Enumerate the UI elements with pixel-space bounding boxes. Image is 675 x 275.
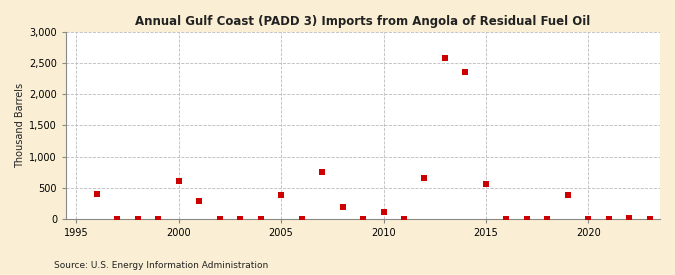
Point <box>112 217 123 221</box>
Point <box>153 217 163 221</box>
Point <box>624 216 634 221</box>
Point <box>583 217 594 221</box>
Point <box>603 217 614 221</box>
Point <box>562 192 573 197</box>
Point <box>501 217 512 221</box>
Point <box>91 192 102 196</box>
Point <box>173 178 184 183</box>
Point <box>214 217 225 221</box>
Point <box>645 217 655 221</box>
Text: Source: U.S. Energy Information Administration: Source: U.S. Energy Information Administ… <box>54 260 268 270</box>
Point <box>542 217 553 221</box>
Point <box>235 217 246 221</box>
Point <box>358 217 369 221</box>
Point <box>255 217 266 221</box>
Point <box>460 70 471 74</box>
Point <box>337 205 348 209</box>
Point <box>522 217 533 221</box>
Point <box>275 192 286 197</box>
Point <box>481 182 491 186</box>
Point <box>317 170 327 174</box>
Title: Annual Gulf Coast (PADD 3) Imports from Angola of Residual Fuel Oil: Annual Gulf Coast (PADD 3) Imports from … <box>136 15 591 28</box>
Point <box>132 217 143 221</box>
Point <box>439 55 450 60</box>
Point <box>399 217 410 221</box>
Point <box>419 176 430 180</box>
Point <box>194 198 205 203</box>
Point <box>296 217 307 221</box>
Y-axis label: Thousand Barrels: Thousand Barrels <box>15 83 25 168</box>
Point <box>378 210 389 214</box>
